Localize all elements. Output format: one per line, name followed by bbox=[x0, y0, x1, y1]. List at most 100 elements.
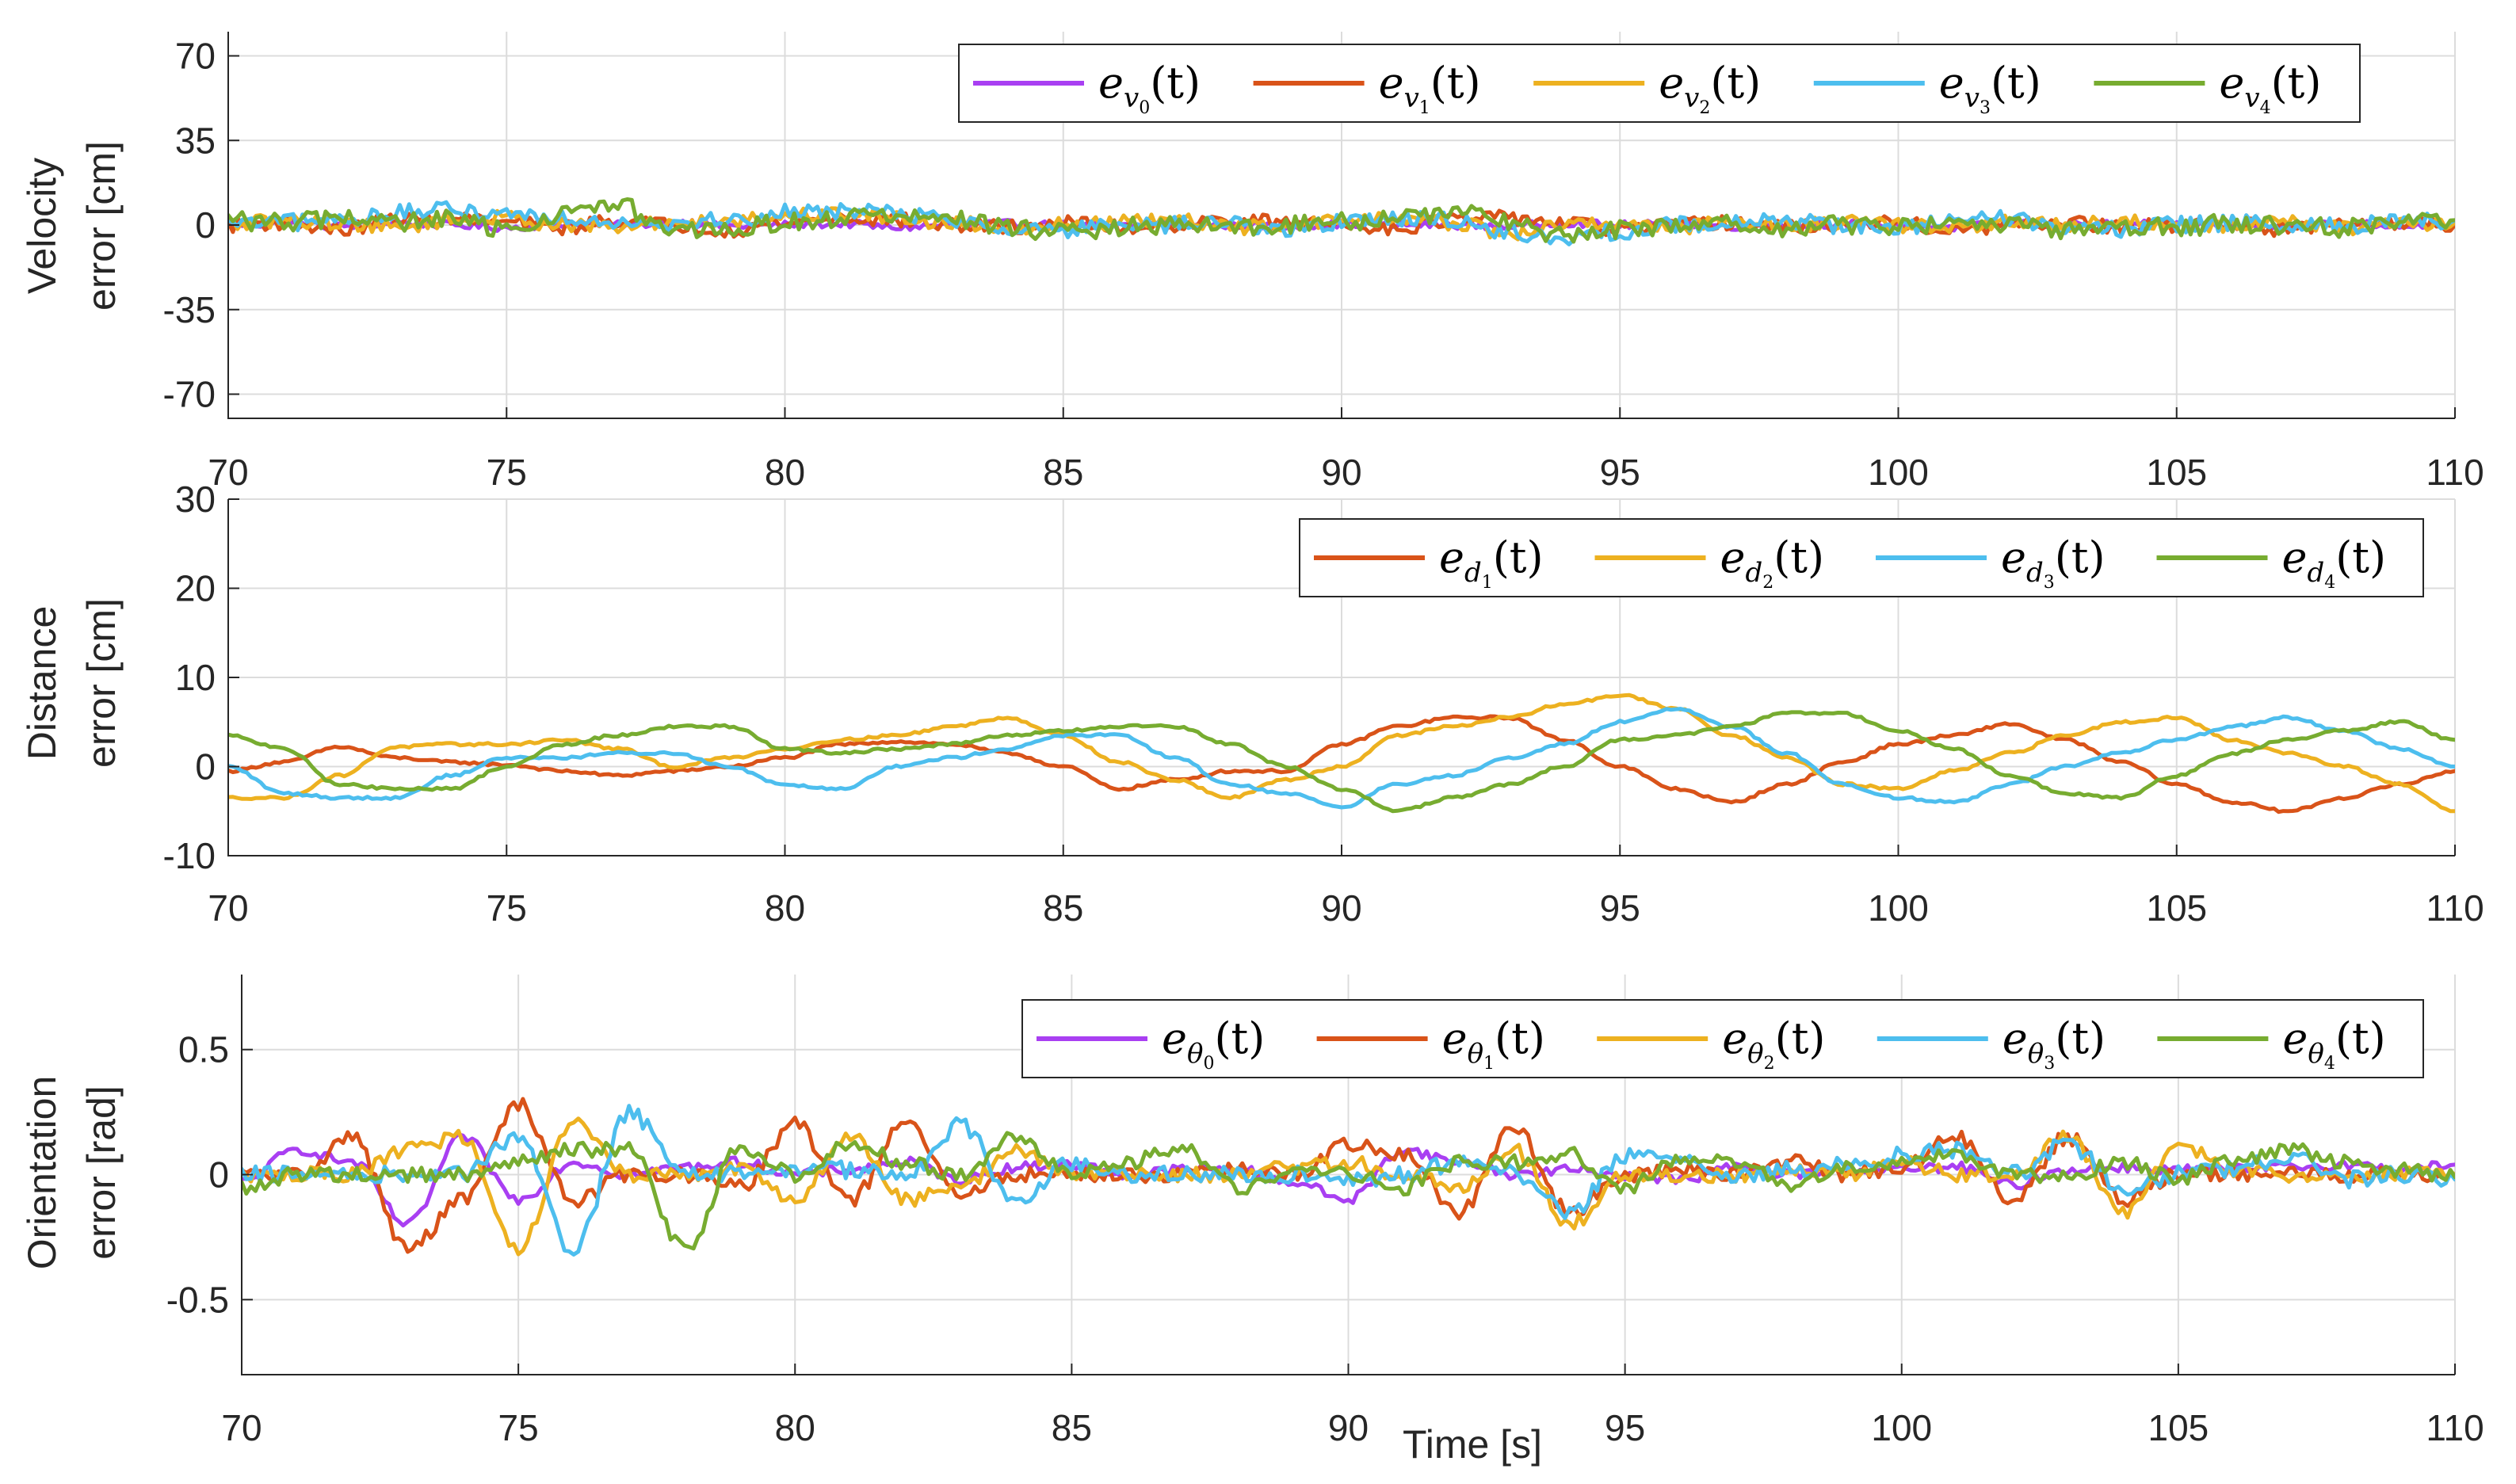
legend-label-base: e bbox=[2001, 532, 2026, 582]
legend-label-arg: (t) bbox=[1773, 532, 1824, 582]
legend: ed1(t)e_{d_1}(t) ed2(t)e_{d_2}(t) ed3(t)e_… bbox=[1299, 518, 2424, 597]
legend-label-arg: (t) bbox=[1495, 1013, 1545, 1063]
legend-label: ed4(t)e_{d_4}(t) bbox=[2282, 532, 2387, 593]
y-tick-label: -70 bbox=[163, 374, 216, 415]
x-tick-label: 110 bbox=[2426, 887, 2484, 929]
legend-label: ed1(t)e_{d_1}(t) bbox=[1439, 532, 1544, 593]
legend-label-base: e bbox=[2219, 58, 2244, 108]
series-line bbox=[228, 692, 2455, 814]
legend-label-base: e bbox=[2282, 1013, 2308, 1063]
legend-label-sub: d bbox=[2307, 557, 2324, 589]
legend-label-index: 4 bbox=[2260, 98, 2271, 118]
legend-label-arg: (t) bbox=[2055, 1013, 2106, 1063]
x-tick-label: 95 bbox=[1600, 452, 1640, 493]
legend-label-base: e bbox=[1098, 58, 1124, 108]
y-axis-label: error [cm] bbox=[79, 141, 124, 311]
y-tick-label: -35 bbox=[163, 289, 216, 330]
legend-label: eθ1(t)e_{θ_1}(t) bbox=[1442, 1013, 1545, 1074]
x-tick-label: 85 bbox=[1052, 1407, 1092, 1448]
x-tick-label: 90 bbox=[1321, 887, 1361, 929]
legend-label-index: 3 bbox=[1980, 98, 1991, 118]
legend-label: eθ0(t)e_{θ_0}(t) bbox=[1162, 1013, 1265, 1074]
series-line bbox=[228, 707, 2455, 810]
legend-label-arg: (t) bbox=[2335, 1013, 2386, 1063]
x-tick-label: 105 bbox=[2148, 1407, 2209, 1448]
x-tick-label: 85 bbox=[1043, 452, 1083, 493]
y-axis-label: Orientation bbox=[20, 1076, 64, 1270]
legend-label-sub: v bbox=[2244, 82, 2259, 114]
y-axis-label: Distance bbox=[20, 606, 64, 761]
legend-label-base: e bbox=[1659, 58, 1684, 108]
legend-label-arg: (t) bbox=[1775, 1013, 1826, 1063]
series-line bbox=[242, 1097, 2455, 1254]
x-axis-label: Time [s] bbox=[1403, 1422, 1542, 1467]
legend-label-base: e bbox=[2282, 532, 2308, 582]
x-tick-label: 90 bbox=[1328, 1407, 1369, 1448]
series-line bbox=[228, 200, 2455, 246]
y-tick-label: 0 bbox=[195, 204, 216, 246]
y-tick-label: 0.5 bbox=[178, 1029, 229, 1070]
y-tick-label: 70 bbox=[175, 36, 216, 77]
legend-label-base: e bbox=[1442, 1013, 1468, 1063]
legend-label: ev3(t)e_{v_3}(t) bbox=[1939, 58, 2041, 118]
legend-label-arg: (t) bbox=[1430, 58, 1481, 108]
x-tick-label: 70 bbox=[208, 452, 248, 493]
legend-label-base: e bbox=[1379, 58, 1404, 108]
x-tick-label: 100 bbox=[1868, 452, 1929, 493]
legend-label-index: 3 bbox=[2044, 1054, 2055, 1074]
x-tick-label: 75 bbox=[487, 452, 527, 493]
legend-label-sub: d bbox=[1745, 557, 1762, 589]
x-tick-label: 80 bbox=[775, 1407, 815, 1448]
legend-label-index: 0 bbox=[1203, 1054, 1214, 1074]
legend-label-sub: v bbox=[1964, 82, 1980, 114]
x-tick-label: 80 bbox=[765, 887, 805, 929]
x-tick-label: 100 bbox=[1868, 887, 1929, 929]
legend: ev0(t)e_{v_0}(t) ev1(t)e_{v_1}(t) ev2(t)e_… bbox=[958, 44, 2361, 123]
legend-label-base: e bbox=[1720, 532, 1746, 582]
y-tick-label: 0 bbox=[195, 746, 216, 788]
x-tick-label: 105 bbox=[2146, 887, 2207, 929]
legend-label-arg: (t) bbox=[2335, 532, 2386, 582]
y-tick-label: 0 bbox=[208, 1154, 229, 1196]
legend-label-sub: θ bbox=[2028, 1038, 2044, 1070]
legend-label-sub: θ bbox=[1468, 1038, 1483, 1070]
legend-label-index: 4 bbox=[2324, 1054, 2335, 1074]
x-tick-label: 95 bbox=[1605, 1407, 1645, 1448]
series-line bbox=[242, 1116, 2455, 1257]
legend-label: ev1(t)e_{v_1}(t) bbox=[1379, 58, 1481, 118]
legend-label: ev4(t)e_{v_4}(t) bbox=[2219, 58, 2321, 118]
legend-label-arg: (t) bbox=[1493, 532, 1544, 582]
series-line bbox=[228, 714, 2455, 814]
legend-label-sub: d bbox=[2026, 557, 2044, 589]
x-tick-label: 70 bbox=[208, 887, 248, 929]
legend-label-index: 2 bbox=[1762, 573, 1773, 593]
legend-label-base: e bbox=[1439, 532, 1464, 582]
legend-label: ed3(t)e_{d_3}(t) bbox=[2001, 532, 2106, 593]
series-line bbox=[228, 197, 2455, 244]
legend-label-base: e bbox=[1162, 1013, 1187, 1063]
series-line bbox=[228, 710, 2455, 814]
legend-label-sub: θ bbox=[1747, 1038, 1763, 1070]
legend-label-index: 1 bbox=[1419, 98, 1430, 118]
velocity-error-panel: 70 75 80 85 90 95 100 105 110 70 35 0 -35 -70 Velocity… bbox=[20, 32, 2484, 493]
x-tick-label: 75 bbox=[498, 1407, 539, 1448]
legend-label-base: e bbox=[1939, 58, 1964, 108]
y-tick-label: 20 bbox=[175, 568, 216, 609]
y-axis-label: Velocity bbox=[20, 158, 64, 294]
y-tick-label: 30 bbox=[175, 479, 216, 520]
legend-label-base: e bbox=[1722, 1013, 1747, 1063]
legend-label-sub: θ bbox=[2308, 1038, 2323, 1070]
legend-label-arg: (t) bbox=[2271, 58, 2322, 108]
orientation-error-panel: 70 75 80 85 90 95 100 105 110 0.5 0 -0.5 Orientation… bbox=[20, 975, 2484, 1467]
legend-label-arg: (t) bbox=[2055, 532, 2106, 582]
legend-label: ed2(t)e_{d_2}(t) bbox=[1720, 532, 1825, 593]
legend-label-index: 1 bbox=[1483, 1054, 1495, 1074]
legend-label-arg: (t) bbox=[1710, 58, 1761, 108]
y-tick-label: -0.5 bbox=[166, 1279, 229, 1320]
legend-label-sub: v bbox=[1404, 82, 1419, 114]
legend-label-sub: d bbox=[1464, 557, 1482, 589]
legend-label-sub: v bbox=[1124, 82, 1139, 114]
series-line bbox=[242, 1131, 2455, 1251]
